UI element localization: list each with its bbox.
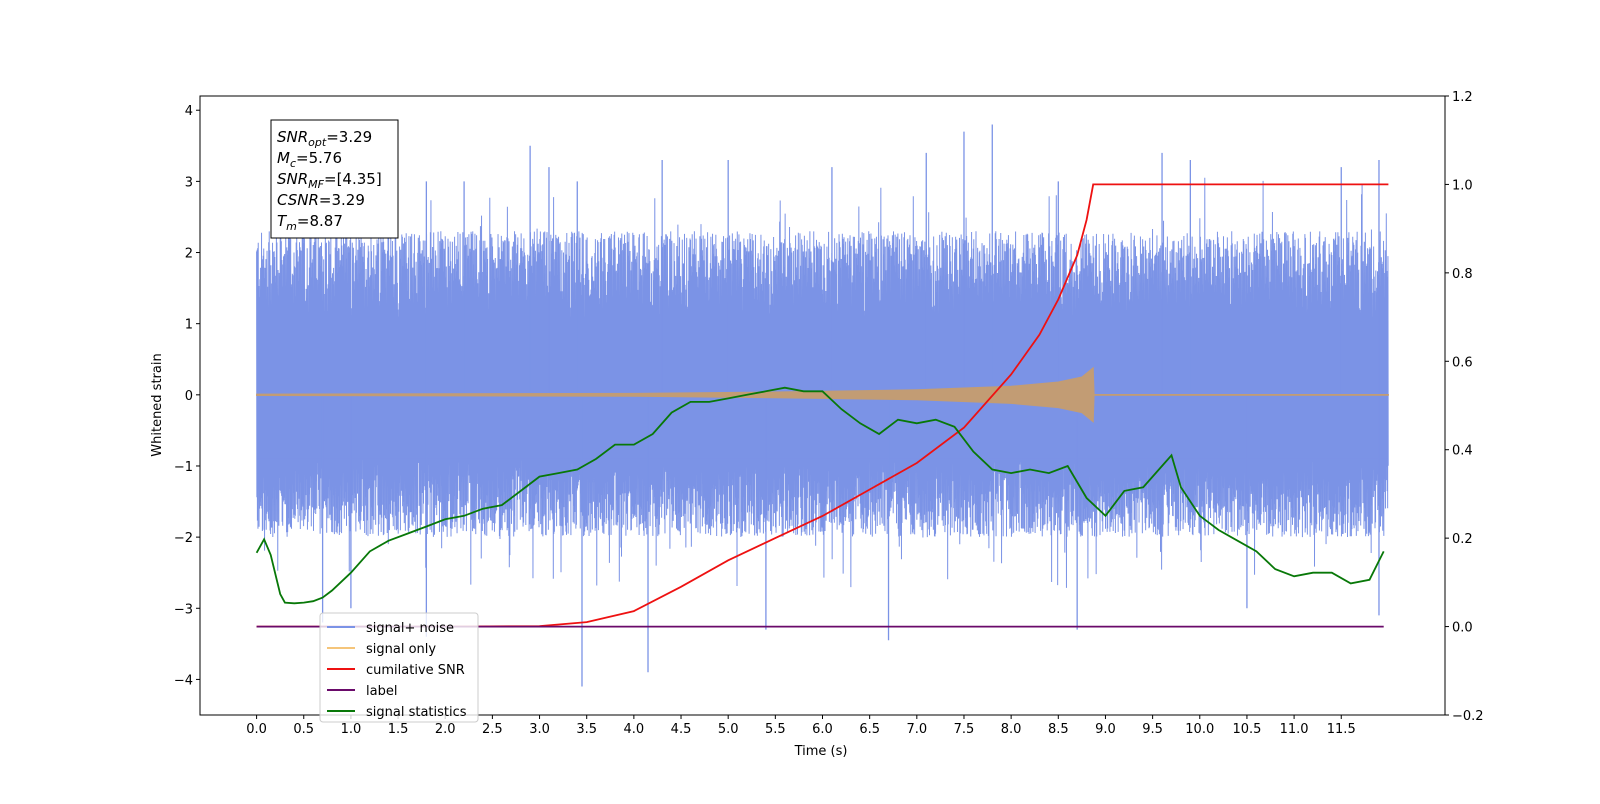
x-tick-label: 1.5 xyxy=(388,722,409,737)
x-tick-label: 4.0 xyxy=(624,722,645,737)
x-tick-label: 10.0 xyxy=(1185,722,1214,737)
y2-tick-label: 1.0 xyxy=(1452,178,1473,193)
x-tick-label: 6.0 xyxy=(812,722,833,737)
x-tick-label: 0.5 xyxy=(293,722,314,737)
y-tick-label: −3 xyxy=(174,602,193,617)
x-tick-label: 2.0 xyxy=(435,722,456,737)
y-tick-label: 3 xyxy=(185,175,193,190)
legend-entry: signal only xyxy=(366,642,436,657)
x-tick-label: 5.0 xyxy=(718,722,739,737)
legend-entry: label xyxy=(366,684,397,699)
x-tick-label: 4.5 xyxy=(671,722,692,737)
x-tick-label: 9.5 xyxy=(1142,722,1163,737)
noise-core xyxy=(256,316,1389,459)
x-tick-label: 3.0 xyxy=(529,722,550,737)
legend-entry: signal statistics xyxy=(366,705,467,720)
y2-tick-label: −0.2 xyxy=(1452,709,1484,724)
y-tick-label: −2 xyxy=(174,531,193,546)
y2-tick-label: 0.2 xyxy=(1452,532,1473,547)
x-tick-label: 10.5 xyxy=(1232,722,1261,737)
legend: signal+ noise signal only cumilative SNR la… xyxy=(319,612,479,723)
legend-frame xyxy=(319,612,479,723)
y-tick-label: −1 xyxy=(174,460,193,475)
series-signal-statistics xyxy=(255,386,1385,605)
x-tick-label: 3.5 xyxy=(576,722,597,737)
x-axis-label: Time (s) xyxy=(794,744,848,759)
x-tick-label: 0.0 xyxy=(246,722,267,737)
y2-tick-label: 1.2 xyxy=(1452,90,1473,105)
x-axis-ticks: 0.0 0.5 1.0 1.5 2.0 2.5 3.0 3.5 4.0 4.5 5.0 5.5 6.0 6… xyxy=(246,715,1356,737)
x-tick-label: 8.0 xyxy=(1001,722,1022,737)
series-signal-noise xyxy=(256,124,1389,687)
y2-tick-label: 0.4 xyxy=(1452,444,1473,459)
y2-axis-ticks: 1.2 1.0 0.8 0.6 0.4 0.2 0.0 −0.2 xyxy=(1445,90,1484,724)
x-tick-label: 9.0 xyxy=(1095,722,1116,737)
annotation-line: SNRopt=3.29 xyxy=(277,128,372,149)
stats-line xyxy=(255,386,1385,605)
annotation-line: SNRMF=[4.35] xyxy=(277,170,382,191)
x-tick-label: 1.0 xyxy=(341,722,362,737)
x-tick-label: 7.0 xyxy=(906,722,927,737)
x-tick-label: 11.0 xyxy=(1280,722,1309,737)
y-tick-label: −4 xyxy=(174,673,193,688)
y-axis-ticks: 4 3 2 1 0 −1 −2 −3 −4 xyxy=(174,104,200,688)
annotation-line: CSNR=3.29 xyxy=(277,191,365,209)
series-cumulative-snr xyxy=(256,183,1389,628)
annotation-line: Mc=5.76 xyxy=(277,149,342,170)
y2-tick-label: 0.6 xyxy=(1452,355,1473,370)
y-tick-label: 2 xyxy=(185,247,193,262)
x-tick-label: 11.5 xyxy=(1327,722,1356,737)
annotation-frame xyxy=(270,119,399,239)
plot-area xyxy=(255,124,1389,687)
y-axis-label: Whitened strain xyxy=(150,353,165,456)
x-tick-label: 8.5 xyxy=(1048,722,1069,737)
y-tick-label: 4 xyxy=(185,104,193,119)
y2-tick-label: 0.8 xyxy=(1452,267,1473,282)
x-tick-label: 2.5 xyxy=(482,722,503,737)
x-tick-label: 7.5 xyxy=(954,722,975,737)
series-signal-only xyxy=(256,366,1389,423)
y-tick-label: 1 xyxy=(185,318,193,333)
legend-entry: signal+ noise xyxy=(366,621,454,636)
y2-tick-label: 0.0 xyxy=(1452,621,1473,636)
annotation-line: Tm=8.87 xyxy=(277,212,343,233)
snr-line xyxy=(256,183,1389,628)
x-tick-label: 5.5 xyxy=(765,722,786,737)
legend-entry: cumilative SNR xyxy=(366,663,465,678)
y-tick-label: 0 xyxy=(185,389,193,404)
x-tick-label: 6.5 xyxy=(859,722,880,737)
